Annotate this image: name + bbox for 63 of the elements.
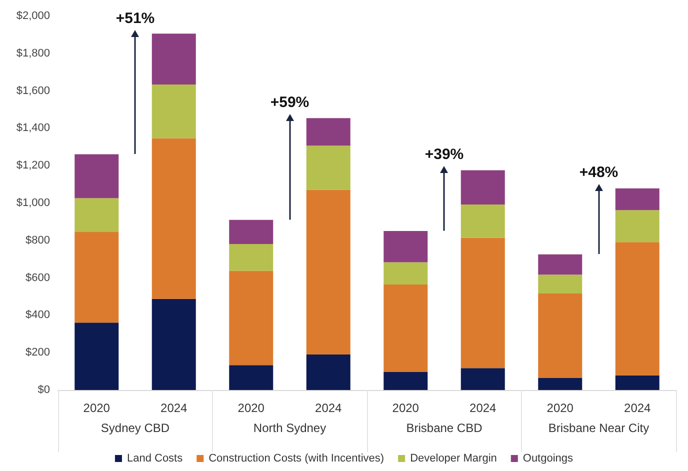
text: North Sydney [253,421,326,435]
y-tick-label: $1,400 [16,122,50,134]
x-tick-label: 2024 [470,401,497,415]
bar [152,84,196,138]
legend-label: Construction Costs (with Incentives) [208,452,384,464]
x-tick-label: 2024 [315,401,342,415]
bar [229,270,274,366]
bar [152,138,196,299]
x-tick-label: 2020 [392,401,420,415]
bar [384,231,428,262]
bar [306,118,350,146]
bar [538,378,582,390]
y-tick-label: $200 [26,346,50,359]
y-tick-label: $1,600 [16,84,50,97]
bar [384,372,428,390]
y-tick-label: $800 [26,234,50,246]
annotation: +39% [424,146,464,164]
x-tick-label: 2020 [83,401,110,415]
bar [229,365,274,390]
x-tick-label: 2020 [238,401,265,415]
bar [615,210,660,242]
bar [615,375,660,390]
legend-label: Developer Margin [410,452,497,464]
text: Brisbane CBD [406,421,482,435]
bar [229,244,274,271]
bar [74,154,119,198]
y-tick-label: $600 [26,272,50,284]
bar [615,242,660,376]
bar [460,368,505,390]
bar [460,204,505,238]
x-tick-label: 2024 [160,401,188,415]
bar [74,322,119,390]
bar [538,274,582,294]
bar [74,232,119,323]
bar [152,298,196,390]
bar [74,198,119,232]
y-tick-label: $1,000 [16,197,50,209]
annotation: +48% [579,164,618,182]
y-tick-label: $2,000 [16,10,50,22]
bar [615,188,660,210]
y-tick-label: $1,800 [16,47,50,60]
bar [229,220,274,244]
y-tick-label: $1,200 [16,160,50,172]
bar [384,284,428,372]
bar [152,34,196,84]
text: Sydney CBD [100,421,170,435]
bar [538,294,582,378]
x-tick-label: 2024 [624,401,652,415]
bar [306,190,350,354]
legend-label: Outgoings [522,452,574,464]
x-tick-label: 2020 [546,401,574,415]
y-tick-label: $400 [26,309,50,322]
bar [384,262,428,285]
text: Brisbane Near City [548,421,650,435]
legend-label: Land Costs [126,452,184,464]
annotation: +59% [270,94,310,112]
bar [538,254,582,275]
annotation: +51% [116,10,155,27]
bar [460,170,505,204]
bar [460,238,505,368]
bar [306,354,350,390]
y-tick-label: $0 [38,384,50,396]
bar [306,146,350,190]
